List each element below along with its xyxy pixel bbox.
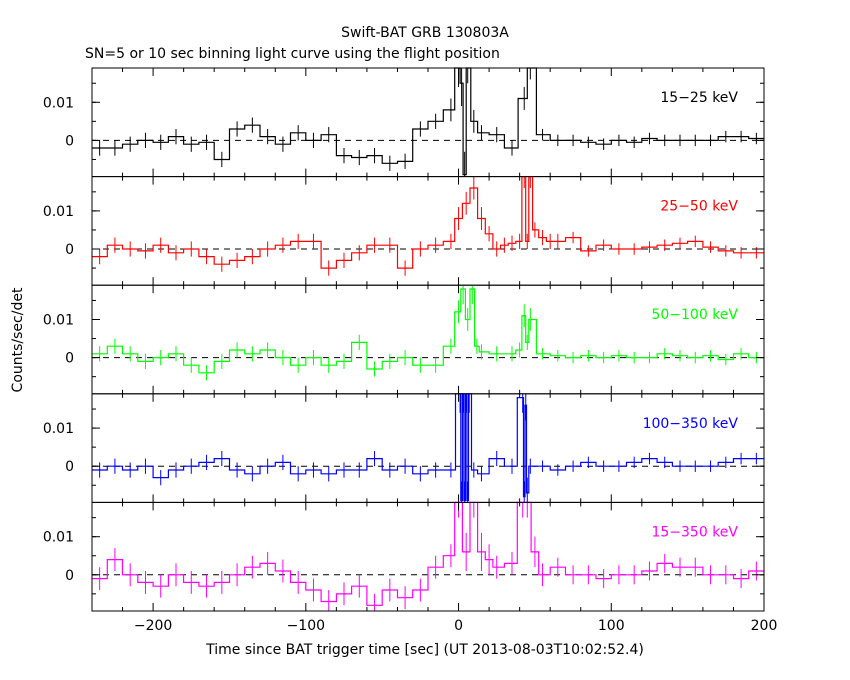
series-line — [92, 393, 764, 502]
series-line — [92, 176, 764, 269]
x-tick-label: −100 — [287, 618, 325, 634]
panel-3: 0.01 0 50−100 keV — [43, 284, 765, 395]
panel-frame — [91, 393, 765, 503]
panels-group: 0.01 0 15−25 keV 0.01 0 25−50 keV 0.01 0 50−100 … — [43, 67, 778, 634]
y-tick-label: 0.01 — [43, 421, 74, 437]
x-axis-label: Time since BAT trigger time [sec] (UT 20… — [205, 642, 644, 658]
chart-subtitle: SN=5 or 10 sec binning light curve using… — [85, 46, 500, 62]
x-tick-label: 200 — [751, 618, 778, 634]
y-tick-label: 0 — [65, 351, 74, 367]
panel-2: 0.01 0 25−50 keV — [43, 176, 765, 286]
x-tick-label: 100 — [598, 618, 625, 634]
y-tick-label: 0.01 — [43, 530, 74, 546]
y-tick-label: 0.01 — [43, 312, 74, 328]
y-axis-label: Counts/sec/det — [10, 287, 26, 392]
panel-frame — [91, 501, 765, 612]
series-line — [92, 288, 764, 374]
y-tick-label: 0 — [65, 133, 74, 149]
panel-1: 0.01 0 15−25 keV — [43, 67, 765, 178]
band-label: 50−100 keV — [651, 307, 738, 323]
band-label: 15−350 keV — [651, 524, 738, 540]
y-tick-label: 0.01 — [43, 95, 74, 111]
y-tick-label: 0 — [65, 459, 74, 475]
x-tick-label: 0 — [454, 618, 463, 634]
x-tick-label: −200 — [134, 618, 172, 634]
band-label: 25−50 keV — [660, 199, 738, 215]
y-tick-label: 0 — [65, 568, 74, 584]
panel-frame — [91, 284, 765, 395]
y-tick-label: 0 — [65, 242, 74, 258]
chart-title: Swift-BAT GRB 130803A — [341, 25, 509, 41]
y-tick-label: 0.01 — [43, 204, 74, 220]
series-line — [92, 67, 764, 176]
band-label: 100−350 keV — [643, 416, 739, 432]
band-label: 15−25 keV — [660, 90, 738, 106]
panel-4: 0.01 0 100−350 keV — [43, 393, 765, 503]
panel-5: 0.01 0 15−350 keV — [43, 501, 765, 612]
panel-frame — [91, 176, 765, 286]
series-line — [92, 501, 764, 606]
